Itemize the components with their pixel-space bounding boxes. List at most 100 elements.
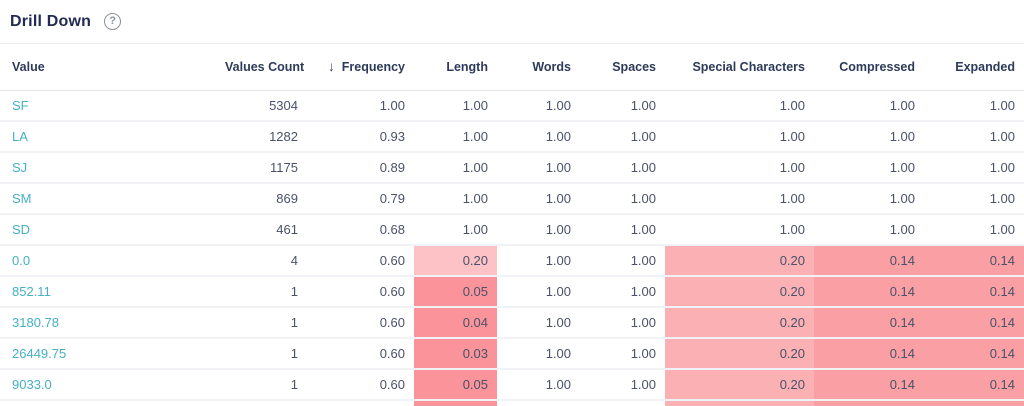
value-link[interactable]: LA [12,129,28,144]
column-header-values-count[interactable]: Values Count [225,44,307,91]
metric-cell: 0.05 [414,276,497,308]
metric-cell [307,400,414,406]
value-link[interactable]: 852.11 [12,284,51,299]
value-cell: SJ [0,152,225,184]
value-cell: 9033.0 [0,369,225,401]
metric-cell [497,400,580,406]
metric-cell: 0.14 [814,245,924,277]
metric-cell: 869 [225,183,307,215]
metric-cell: 1.00 [497,214,580,246]
metric-cell: 1.00 [497,307,580,339]
value-cell: 26449.75 [0,338,225,370]
metric-cell: 1.00 [814,152,924,184]
metric-cell: 0.20 [665,338,814,370]
metric-cell: 0.60 [307,369,414,401]
metric-cell: 1.00 [665,214,814,246]
value-cell: 852.11 [0,276,225,308]
metric-cell: 1.00 [580,214,665,246]
metric-cell: 1.00 [924,214,1024,246]
value-link[interactable]: SF [12,97,29,113]
metric-cell: 1.00 [497,90,580,122]
metric-cell: 1 [225,369,307,401]
value-cell: SM [0,183,225,215]
metric-cell [924,400,1024,406]
metric-cell: 1.00 [414,90,497,122]
value-link[interactable]: 9033.0 [12,377,52,392]
metric-cell: 1.00 [814,121,924,153]
column-header-special-characters[interactable]: Special Characters [665,44,814,91]
table-row: 9033.0 1 0.60 0.05 1.00 1.00 0.20 0.14 0.14 [0,369,1024,401]
metric-cell: 1.00 [924,183,1024,215]
value-link[interactable]: 3180.78 [12,315,59,330]
metric-cell: 0.14 [814,276,924,308]
metric-cell: 1.00 [580,152,665,184]
metric-cell: 1.00 [414,183,497,215]
table-row: 26449.75 1 0.60 0.03 1.00 1.00 0.20 0.14 0.14 [0,338,1024,370]
metric-cell: 0.14 [814,307,924,339]
column-header-compressed[interactable]: Compressed [814,44,924,91]
metric-cell: 1 [225,338,307,370]
metric-cell: 0.20 [665,369,814,401]
value-link[interactable]: 26449.75 [12,346,67,361]
metric-cell: 1.00 [580,121,665,153]
metric-cell: 1.00 [924,121,1024,153]
column-label: Length [446,59,488,74]
metric-cell: 1.00 [414,214,497,246]
metric-cell [414,400,497,406]
metric-cell: 0.89 [307,152,414,184]
column-header-frequency[interactable]: ↓ Frequency [307,44,414,91]
page-title: Drill Down [10,12,92,30]
table-row: 3180.78 1 0.60 0.04 1.00 1.00 0.20 0.14 0.14 [0,307,1024,339]
metric-cell: 1.00 [414,152,497,184]
value-link[interactable]: SD [12,222,31,237]
metric-cell: 1.00 [497,369,580,401]
metric-cell: 0.93 [307,121,414,153]
value-link[interactable]: SM [12,191,32,206]
column-header-expanded[interactable]: Expanded [924,44,1024,91]
metric-cell: 0.14 [814,369,924,401]
table-header: Value Values Count ↓ Frequency Length Words Sp… [0,44,1024,91]
metric-cell: 1.00 [665,90,814,122]
metric-cell: 1.00 [497,245,580,277]
metric-cell: 1.00 [580,369,665,401]
metric-cell: 1.00 [497,183,580,215]
table-header-row: Value Values Count ↓ Frequency Length Words Sp… [0,44,1024,91]
metric-cell: 1 [225,276,307,308]
help-icon[interactable]: ? [104,13,122,30]
metric-cell: 1.00 [814,183,924,215]
metric-cell [665,400,814,406]
metric-cell: 0.60 [307,338,414,370]
column-header-length[interactable]: Length [414,44,497,91]
metric-cell: 1.00 [414,121,497,153]
metric-cell: 1.00 [665,152,814,184]
table-row-partial [0,400,1024,406]
table-row: 0.0 4 0.60 0.20 1.00 1.00 0.20 0.14 0.14 [0,245,1024,277]
value-link[interactable]: 0.0 [12,253,31,268]
metric-cell: 0.14 [924,276,1024,308]
metric-cell: 0.20 [665,276,814,308]
value-cell: 0.0 [0,245,225,277]
sort-desc-icon[interactable]: ↓ [328,59,335,75]
metric-cell [225,400,307,406]
metric-cell: 0.20 [665,307,814,339]
metric-cell: 1.00 [580,276,665,308]
column-header-words[interactable]: Words [497,44,580,91]
metric-cell: 5304 [225,90,307,122]
metric-cell: 1.00 [580,245,665,277]
metric-cell: 1.00 [497,338,580,370]
metric-cell: 1.00 [580,338,665,370]
metric-cell: 0.68 [307,214,414,246]
value-link[interactable]: SJ [12,160,28,175]
column-label: Expanded [955,59,1015,74]
value-cell: SF [0,90,225,122]
column-label: Spaces [612,59,656,74]
metric-cell: 0.60 [307,276,414,308]
column-header-spaces[interactable]: Spaces [580,44,665,91]
metric-cell: 1.00 [814,90,924,122]
metric-cell: 1.00 [665,183,814,215]
column-label: Words [532,59,571,74]
metric-cell: 1.00 [307,90,414,122]
metric-cell: 1.00 [497,276,580,308]
column-header-value[interactable]: Value [0,44,225,91]
metric-cell: 1.00 [924,152,1024,184]
